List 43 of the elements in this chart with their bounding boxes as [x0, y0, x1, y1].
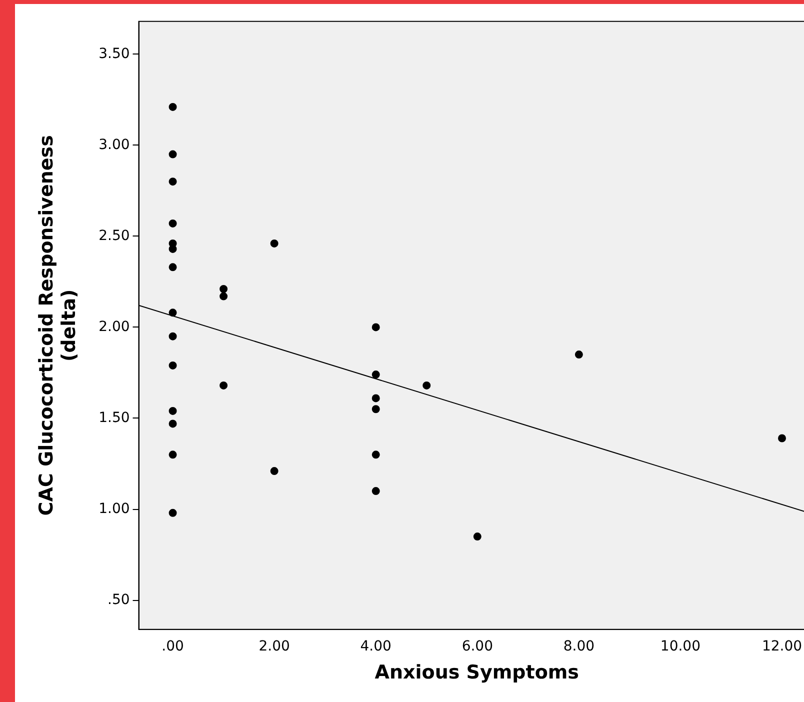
y-tick-label: 3.50 — [98, 46, 130, 62]
point — [220, 292, 228, 300]
x-tick-label: 2.00 — [258, 638, 290, 654]
point — [372, 323, 380, 332]
x-tick-label: 4.00 — [360, 638, 392, 654]
y-axis-title: CAC Glucocorticoid Responsiveness (delta) — [35, 135, 80, 516]
point — [168, 263, 177, 272]
x-tick-label: 8.00 — [563, 638, 595, 654]
x-tick-label: 10.00 — [660, 638, 701, 654]
x-axis-title: Anxious Symptoms — [374, 662, 579, 684]
y-tick-label: 2.00 — [98, 318, 130, 335]
point — [372, 487, 380, 496]
point — [372, 450, 380, 459]
point — [168, 420, 177, 428]
point — [168, 508, 177, 517]
point — [372, 405, 380, 414]
point — [372, 394, 380, 402]
point — [372, 370, 380, 379]
x-tick-label: 12.00 — [762, 638, 802, 654]
y-tick-label: 1.50 — [98, 410, 130, 426]
y-tick-label: 1.00 — [98, 500, 130, 517]
point — [270, 467, 278, 476]
point — [220, 284, 228, 293]
point — [574, 350, 583, 359]
point — [168, 102, 177, 111]
point — [220, 381, 228, 390]
point — [168, 361, 177, 370]
point — [168, 332, 177, 340]
point — [168, 406, 177, 415]
y-tick-label: .50 — [108, 592, 130, 608]
point — [168, 150, 177, 158]
point — [473, 532, 482, 541]
point — [778, 434, 786, 442]
x-tick-label: .00 — [162, 638, 184, 654]
x-tick-label: 6.00 — [462, 638, 493, 654]
y-tick-label: 3.00 — [98, 136, 130, 153]
point — [270, 239, 278, 248]
y-tick-label: 2.50 — [98, 228, 130, 244]
point — [168, 450, 177, 459]
point — [168, 308, 177, 317]
point — [422, 381, 431, 390]
point — [168, 178, 177, 186]
point — [168, 219, 177, 228]
